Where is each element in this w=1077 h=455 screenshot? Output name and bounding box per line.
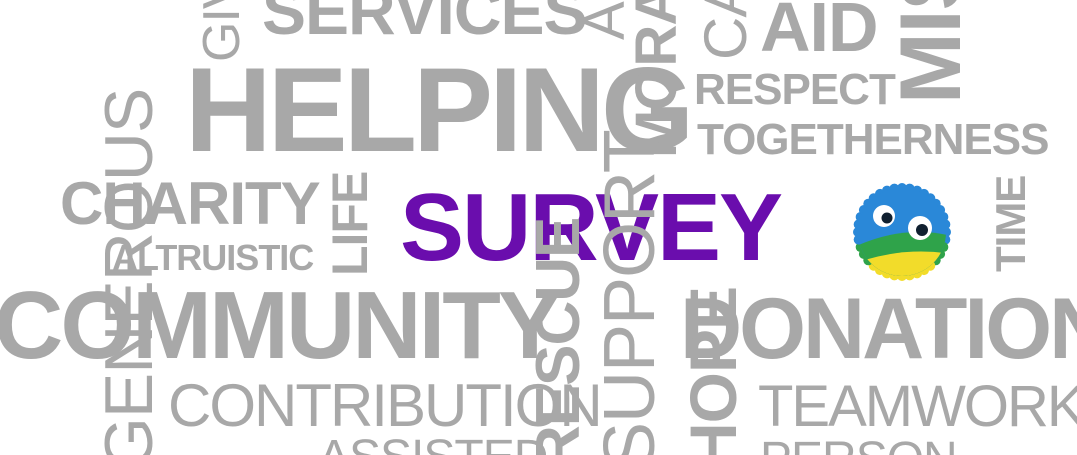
word-care: CARE: [692, 0, 759, 60]
word-giving: GIVING: [193, 0, 251, 62]
word-time: TIME: [987, 175, 1034, 272]
word-contribution: CONTRIBUTION: [168, 372, 603, 439]
word-altruistic: ALTRUISTIC: [112, 237, 314, 278]
word-charity: CHARITY: [60, 170, 321, 237]
word-person: PERSON: [760, 436, 958, 455]
word-advice: ADVICE: [572, 0, 637, 40]
feature-word-survey: SURVEY: [400, 174, 783, 281]
word-respect: RESPECT: [694, 65, 896, 114]
blue-fuzzy-creature-icon: [853, 183, 951, 281]
word-helping: HELPING: [185, 43, 694, 177]
word-community: COMMUNITY: [0, 272, 562, 379]
mascot-eyes: [873, 205, 932, 240]
word-support: SUPPORT: [590, 130, 670, 455]
word-hope: HOPE: [676, 286, 750, 455]
mascot-body: [853, 183, 951, 281]
word-life: LIFE: [322, 171, 378, 276]
word-assisted: ASSISTED: [318, 434, 548, 455]
word-togetherness: TOGETHERNESS: [697, 115, 1049, 164]
word-services: SERVICES: [262, 0, 588, 48]
word-aid: AID: [760, 0, 879, 66]
word-donation: DONATION: [680, 281, 1077, 377]
word-mission: MISSION: [883, 0, 979, 104]
word-teamwork: TEAMWORK: [758, 374, 1077, 439]
